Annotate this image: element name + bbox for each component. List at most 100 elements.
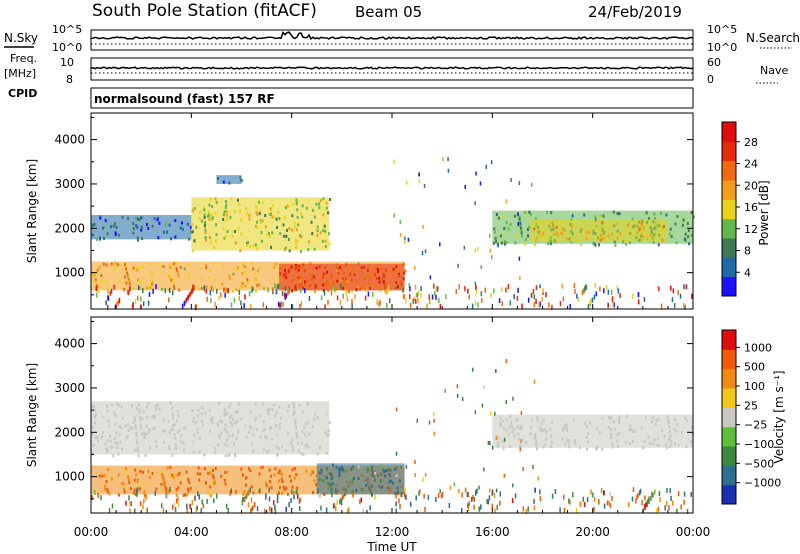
data-cell bbox=[265, 481, 268, 485]
data-cell bbox=[111, 503, 114, 509]
data-cell bbox=[365, 483, 368, 487]
data-cell bbox=[191, 209, 194, 213]
data-cell bbox=[171, 281, 174, 285]
data-cell bbox=[280, 477, 283, 481]
data-cell bbox=[503, 240, 506, 244]
data-cell bbox=[235, 437, 238, 441]
data-cell bbox=[525, 440, 528, 444]
data-cell bbox=[117, 473, 120, 477]
data-cell bbox=[538, 220, 541, 224]
data-cell bbox=[347, 507, 350, 513]
data-cell bbox=[490, 160, 493, 165]
data-cell bbox=[396, 285, 399, 289]
data-cell bbox=[513, 434, 516, 438]
data-cell bbox=[163, 440, 166, 444]
data-cell bbox=[230, 488, 233, 494]
data-cell bbox=[613, 302, 616, 308]
data-cell bbox=[300, 301, 303, 307]
data-cell bbox=[307, 445, 310, 449]
data-cell bbox=[322, 272, 325, 276]
data-cell bbox=[397, 269, 400, 274]
data-cell bbox=[93, 222, 96, 226]
data-cell bbox=[234, 421, 237, 425]
data-cell bbox=[651, 491, 653, 497]
data-cell bbox=[225, 503, 228, 509]
nave-label: Nave bbox=[760, 64, 788, 77]
data-cell bbox=[536, 415, 539, 419]
data-cell bbox=[139, 216, 142, 220]
data-cell bbox=[324, 239, 327, 243]
data-cell bbox=[177, 486, 180, 490]
data-cell bbox=[535, 238, 537, 243]
data-cell bbox=[254, 278, 257, 282]
data-cell bbox=[473, 504, 475, 510]
data-cell bbox=[132, 491, 135, 495]
data-cell bbox=[422, 224, 424, 229]
data-cell bbox=[119, 440, 122, 444]
data-cell bbox=[299, 275, 302, 279]
data-cell bbox=[533, 302, 536, 308]
data-cell bbox=[543, 443, 546, 447]
data-cell bbox=[644, 504, 646, 510]
data-cell bbox=[174, 235, 177, 239]
data-cell bbox=[217, 176, 220, 180]
data-cell bbox=[474, 248, 476, 253]
data-cell bbox=[265, 483, 268, 487]
data-cell bbox=[126, 289, 129, 295]
data-cell bbox=[686, 508, 689, 514]
data-cell bbox=[242, 264, 245, 268]
data-cell bbox=[187, 294, 190, 300]
data-cell bbox=[186, 507, 189, 513]
data-cell bbox=[379, 300, 381, 306]
data-cell bbox=[127, 290, 130, 296]
data-cell bbox=[295, 198, 298, 202]
data-cell bbox=[236, 419, 239, 423]
data-cell bbox=[606, 500, 609, 506]
data-cell bbox=[133, 416, 136, 420]
data-cell bbox=[550, 211, 553, 215]
data-cell bbox=[649, 226, 652, 230]
data-cell bbox=[207, 210, 210, 214]
data-cell bbox=[120, 426, 123, 430]
data-cell bbox=[182, 493, 185, 497]
data-cell bbox=[121, 215, 124, 219]
data-cell bbox=[285, 234, 288, 238]
data-cell bbox=[539, 284, 541, 289]
data-cell bbox=[225, 213, 228, 217]
data-cell bbox=[670, 235, 673, 239]
data-cell bbox=[136, 236, 139, 240]
data-cell bbox=[344, 493, 347, 497]
data-cell bbox=[203, 285, 205, 291]
colorbar-swatch bbox=[722, 180, 736, 200]
data-region bbox=[316, 463, 405, 495]
data-cell bbox=[429, 298, 431, 304]
data-cell bbox=[616, 285, 619, 291]
data-cell bbox=[326, 270, 329, 274]
data-cell bbox=[227, 508, 229, 514]
data-cell bbox=[498, 422, 501, 426]
data-cell bbox=[93, 409, 96, 413]
data-cell bbox=[630, 428, 633, 432]
data-cell bbox=[179, 434, 182, 438]
data-cell bbox=[187, 271, 190, 275]
data-cell bbox=[209, 471, 212, 475]
data-cell bbox=[624, 440, 627, 444]
data-cell bbox=[277, 301, 280, 307]
data-cell bbox=[565, 237, 568, 241]
data-cell bbox=[508, 444, 511, 448]
data-cell bbox=[229, 490, 231, 496]
data-cell bbox=[131, 427, 134, 431]
data-cell bbox=[377, 474, 380, 478]
data-cell bbox=[106, 488, 109, 492]
data-cell bbox=[270, 426, 273, 430]
data-cell bbox=[114, 222, 117, 226]
data-cell bbox=[214, 301, 216, 307]
data-region bbox=[216, 175, 242, 184]
data-cell bbox=[663, 227, 666, 231]
data-cell bbox=[407, 237, 410, 242]
data-cell bbox=[351, 289, 354, 293]
data-cell bbox=[187, 477, 190, 481]
data-cell bbox=[269, 234, 272, 238]
data-cell bbox=[610, 289, 613, 295]
data-cell bbox=[379, 289, 382, 293]
